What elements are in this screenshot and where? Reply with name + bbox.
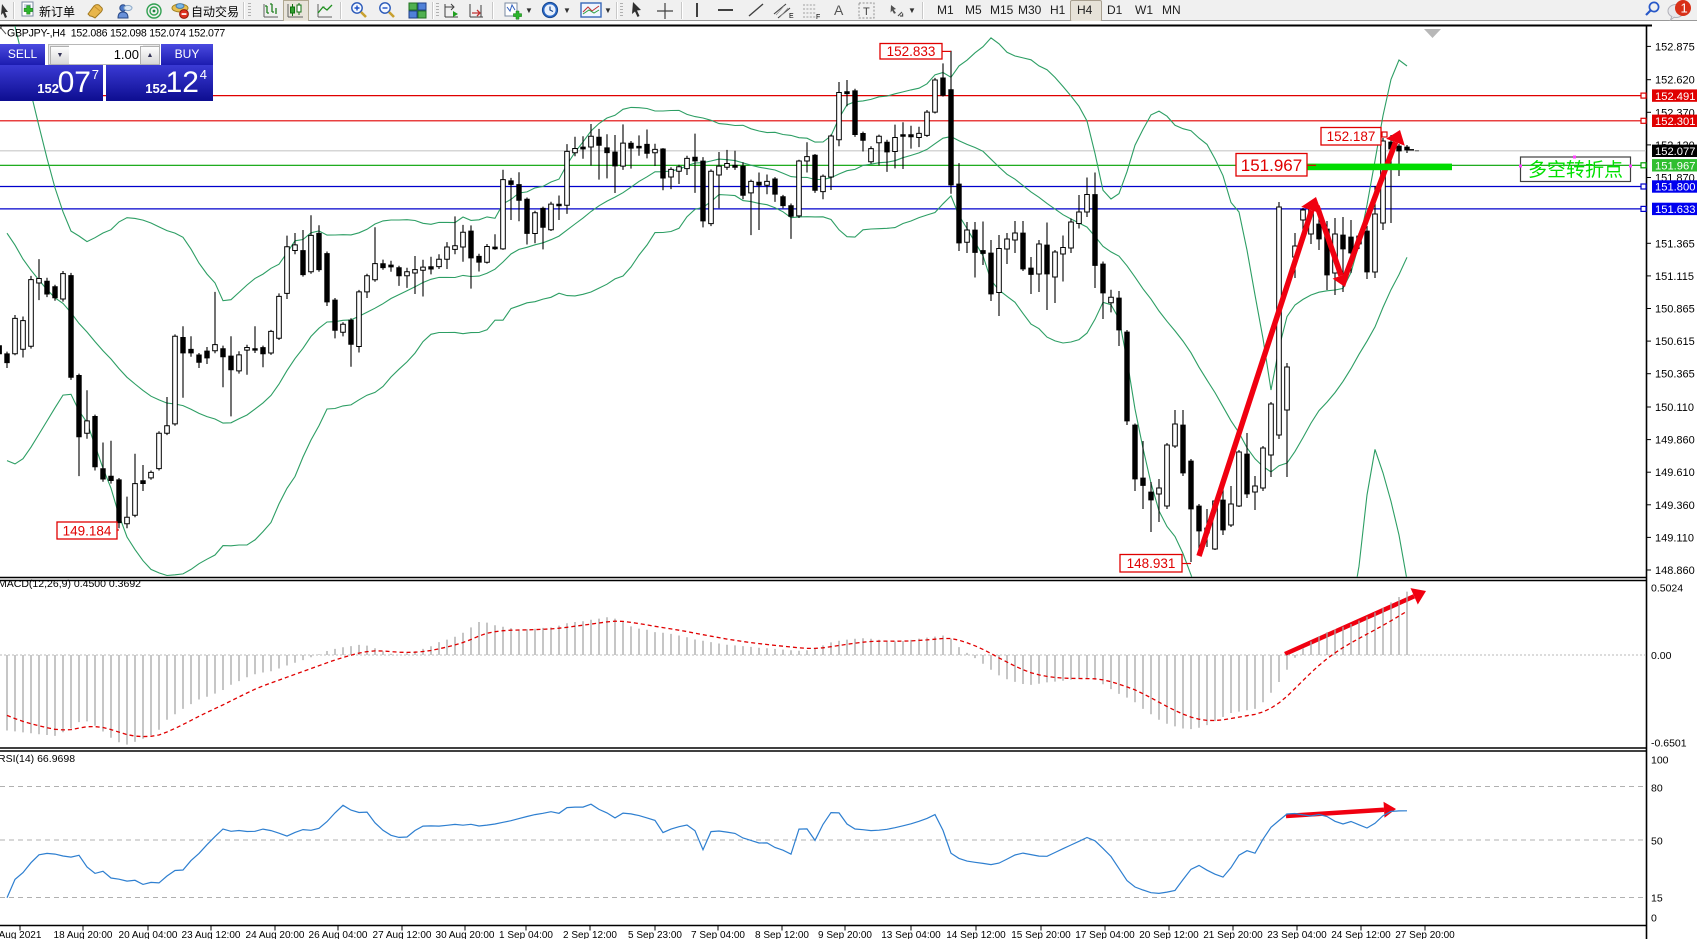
svg-text:7 Sep 04:00: 7 Sep 04:00 [691,930,745,939]
svg-text:20 Sep 12:00: 20 Sep 12:00 [1139,930,1199,939]
svg-text:24 Aug 20:00: 24 Aug 20:00 [246,930,305,939]
svg-text:18 Aug 20:00: 18 Aug 20:00 [54,930,113,939]
svg-text:150.615: 150.615 [1655,336,1695,348]
svg-text:152.491: 152.491 [1655,91,1695,103]
svg-text:149.184: 149.184 [63,523,112,538]
svg-text:多空转折点: 多空转折点 [1528,159,1623,181]
svg-text:23 Aug 12:00: 23 Aug 12:00 [182,930,241,939]
svg-text:148.860: 148.860 [1655,565,1695,577]
svg-text:15: 15 [1651,892,1663,904]
svg-text:20 Aug 04:00: 20 Aug 04:00 [119,930,178,939]
svg-text:9 Sep 20:00: 9 Sep 20:00 [818,930,872,939]
svg-text:0.00: 0.00 [1651,650,1672,662]
svg-text:152.620: 152.620 [1655,75,1695,87]
svg-text:21 Sep 20:00: 21 Sep 20:00 [1203,930,1263,939]
svg-text:151.967: 151.967 [1241,156,1302,175]
svg-text:T: T [863,6,870,18]
svg-text:151.967: 151.967 [1655,161,1695,173]
svg-text:5 Sep 23:00: 5 Sep 23:00 [628,930,682,939]
svg-text:1: 1 [1681,1,1688,16]
svg-text:150.365: 150.365 [1655,369,1695,381]
svg-text:80: 80 [1651,782,1663,794]
svg-text:23 Sep 04:00: 23 Sep 04:00 [1267,930,1327,939]
svg-text:100: 100 [1651,754,1669,766]
svg-text:15 Sep 20:00: 15 Sep 20:00 [1011,930,1071,939]
svg-text:151.365: 151.365 [1655,238,1695,250]
svg-text:151.633: 151.633 [1655,204,1695,216]
svg-text:152.077: 152.077 [1655,146,1695,158]
svg-text:151.800: 151.800 [1655,182,1695,194]
svg-text:150.110: 150.110 [1655,402,1694,414]
svg-text:24 Sep 12:00: 24 Sep 12:00 [1331,930,1391,939]
svg-text:26 Aug 04:00: 26 Aug 04:00 [309,930,368,939]
svg-text:152.187: 152.187 [1327,129,1376,144]
svg-text:152.875: 152.875 [1655,41,1695,53]
svg-text:RSI(14) 66.9698: RSI(14) 66.9698 [0,753,75,765]
svg-text:0.5024: 0.5024 [1651,582,1683,594]
svg-text:GBPJPY-,H4 152.086 152.098 15: GBPJPY-,H4 152.086 152.098 152.074 152.0… [7,28,225,40]
svg-text:14 Sep 12:00: 14 Sep 12:00 [946,930,1006,939]
svg-text:E: E [789,13,794,20]
svg-text:17 Sep 04:00: 17 Sep 04:00 [1075,930,1135,939]
svg-text:149.610: 149.610 [1655,467,1695,479]
svg-text:152.833: 152.833 [887,44,936,59]
svg-text:150.865: 150.865 [1655,304,1695,316]
svg-text:50: 50 [1651,835,1663,847]
svg-text:0: 0 [1651,912,1657,924]
svg-text:152.301: 152.301 [1655,116,1695,128]
svg-text:149.860: 149.860 [1655,435,1695,447]
svg-text:-0.6501: -0.6501 [1651,738,1687,750]
svg-text:27 Aug 12:00: 27 Aug 12:00 [373,930,432,939]
svg-text:1 Sep 04:00: 1 Sep 04:00 [499,930,553,939]
svg-text:27 Sep 20:00: 27 Sep 20:00 [1395,930,1455,939]
svg-text:149.110: 149.110 [1655,532,1694,544]
svg-text:151.115: 151.115 [1655,271,1694,283]
svg-text:F: F [816,14,820,20]
svg-text:2 Sep 12:00: 2 Sep 12:00 [563,930,617,939]
svg-text:13 Sep 04:00: 13 Sep 04:00 [881,930,941,939]
svg-text:30 Aug 20:00: 30 Aug 20:00 [436,930,495,939]
svg-text:Aug 2021: Aug 2021 [0,930,42,939]
svg-text:148.931: 148.931 [1127,556,1176,571]
svg-text:8 Sep 12:00: 8 Sep 12:00 [755,930,809,939]
svg-text:MACD(12,26,9) 0.4500 0.3692: MACD(12,26,9) 0.4500 0.3692 [0,578,141,590]
svg-text:149.360: 149.360 [1655,500,1695,512]
